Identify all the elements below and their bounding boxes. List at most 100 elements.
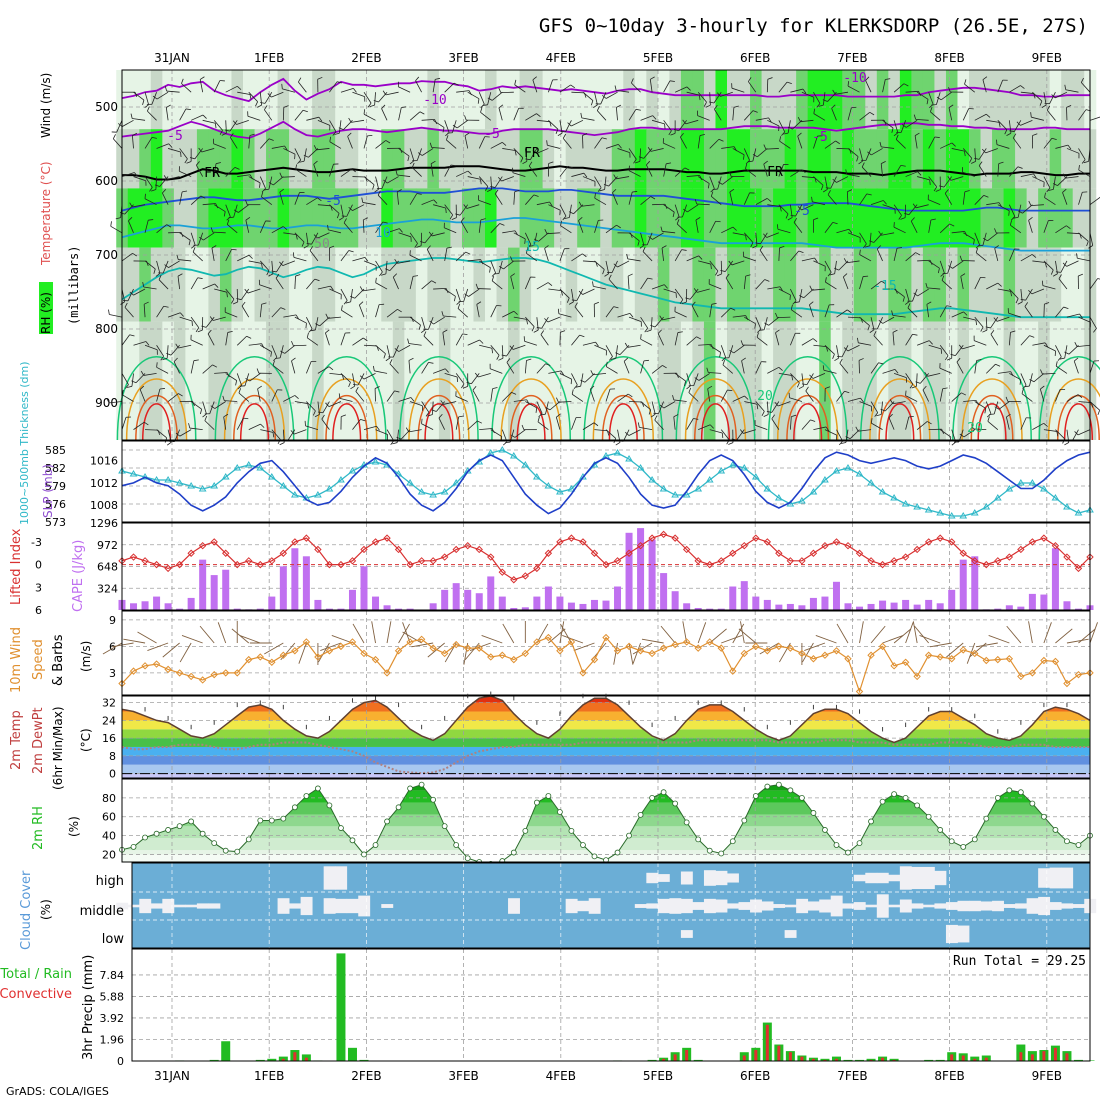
cloud-cell: [957, 925, 970, 943]
upper-wind-barb: [386, 309, 398, 318]
upper-wind-barb: [565, 120, 572, 133]
upper-wind-barb-flag: [894, 369, 899, 374]
upper-wind-barb-flag: [417, 152, 423, 156]
thickness-point: [1040, 485, 1048, 492]
upper-wind-barb: [259, 260, 270, 271]
cape-bar: [348, 589, 356, 610]
li-point: [855, 549, 864, 557]
upper-wind-barb: [836, 309, 848, 318]
rh-cell: [473, 70, 486, 130]
isotherm-line: [122, 165, 1090, 181]
thickness-point: [659, 485, 668, 492]
upper-wind-barb-flag: [1006, 132, 1012, 136]
upper-wind-barb-flag: [458, 415, 464, 418]
upper-wind-barb: [813, 176, 824, 186]
surface-wind-barb: [1006, 625, 1022, 644]
upper-wind-barb-flag: [745, 163, 748, 169]
upper-wind-barb: [513, 316, 527, 320]
upper-wind-barb-flag: [1006, 413, 1011, 418]
surface-wind-barb: [946, 642, 964, 658]
cape-bar: [717, 608, 725, 610]
upper-wind-barb-flag: [987, 416, 990, 422]
cloud-cell: [1038, 896, 1051, 916]
upper-wind-barb-flag: [863, 243, 867, 249]
upper-wind-barb: [568, 204, 572, 218]
upper-wind-barb: [927, 373, 941, 377]
upper-wind-barb-flag: [411, 162, 415, 168]
upper-wind-barb: [374, 92, 376, 106]
temp-band: [122, 696, 1090, 703]
rh2m-units-label: (%): [67, 816, 81, 837]
thickness-point: [187, 482, 196, 489]
upper-wind-barb-flag: [189, 157, 195, 160]
li-point: [279, 549, 288, 557]
upper-wind-barb-flag: [695, 217, 701, 221]
upper-wind-barb-flag: [407, 338, 410, 344]
upper-wind-barb: [238, 204, 250, 213]
thickness-point: [625, 455, 633, 462]
upper-wind-barb-flag: [560, 290, 563, 296]
wind-speed-point: [521, 649, 530, 658]
rh2m-point: [937, 827, 944, 833]
li-point: [233, 560, 241, 569]
upper-wind-barb-flag: [740, 340, 744, 346]
upper-wind-barb: [962, 344, 975, 350]
upper-wind-barb: [237, 91, 251, 95]
cape-bar: [395, 608, 403, 610]
upper-wind-barb: [548, 120, 559, 130]
upper-wind-barb-flag: [596, 106, 600, 111]
upper-wind-barb-flag: [428, 231, 433, 237]
upper-wind-barb: [974, 195, 985, 205]
li-point: [786, 557, 795, 565]
upper-wind-barb-flag: [895, 288, 898, 294]
upper-wind-barb: [339, 397, 353, 402]
rh-cell: [243, 129, 256, 189]
upper-wind-barb: [433, 316, 445, 325]
upper-wind-barb: [443, 315, 457, 318]
upper-wind-barb-flag: [348, 117, 352, 123]
upper-wind-barb: [963, 429, 975, 438]
upper-wind-barb: [713, 91, 722, 104]
rh2m-point: [372, 842, 379, 848]
wind10m-frame: [121, 610, 1091, 696]
cloud-cell: [727, 903, 739, 909]
upper-wind-barb-flag: [787, 126, 793, 130]
upper-wind-barb: [392, 277, 399, 290]
upper-wind-barb: [628, 148, 637, 160]
upper-wind-barb-flag: [794, 301, 800, 304]
rh-cell: [1061, 129, 1074, 189]
upper-wind-barb: [177, 276, 181, 290]
upper-wind-barb: [459, 204, 469, 216]
upper-wind-barb-flag: [348, 382, 351, 388]
cape-bar: [222, 569, 230, 610]
upper-wind-barb-flag: [506, 358, 511, 363]
upper-wind-barb-flag: [779, 206, 782, 212]
cloud-cell: [185, 904, 198, 908]
upper-wind-barb-flag: [839, 358, 843, 364]
upper-wind-barb: [179, 148, 188, 160]
thickness-point: [371, 458, 380, 465]
upper-wind-barb-flag: [180, 312, 184, 317]
warm-contour: [141, 403, 172, 441]
thickness-point: [175, 479, 184, 486]
upper-wind-barb-flag: [998, 161, 1004, 164]
wind-speed-point: [567, 638, 576, 646]
upper-wind-barb: [947, 260, 953, 274]
upper-wind-barb-flag: [317, 76, 323, 80]
cape-bar: [775, 604, 783, 610]
upper-wind-barb: [1022, 204, 1033, 214]
upper-wind-barb: [707, 388, 711, 402]
upper-wind-barb-flag: [928, 340, 933, 345]
upper-wind-barb: [617, 148, 630, 154]
upper-wind-barb-flag: [361, 197, 364, 203]
upper-wind-barb: [294, 276, 296, 290]
rh-cell: [185, 247, 198, 322]
upper-wind-barb: [825, 281, 837, 290]
upper-wind-barb-flag: [210, 227, 214, 233]
upper-wind-barb: [1073, 360, 1079, 374]
wind-speed-point: [222, 669, 230, 677]
upper-wind-barb-flag: [860, 397, 864, 403]
upper-wind-barb: [732, 107, 735, 121]
rh-cell: [623, 188, 636, 248]
upper-wind-barb-flag: [181, 78, 184, 84]
